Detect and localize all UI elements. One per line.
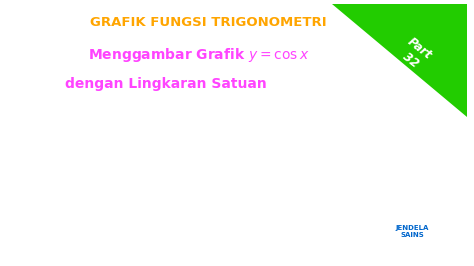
Point <box>450 130 458 134</box>
Text: $y$: $y$ <box>89 107 95 116</box>
Text: GRAFIK FUNGSI TRIGONOMETRI: GRAFIK FUNGSI TRIGONOMETRI <box>90 16 327 29</box>
FancyBboxPatch shape <box>205 22 383 258</box>
Point <box>113 136 121 141</box>
Text: $D_f$: {$x$ | 0° $\leq$ $x$ $\leq$ 360°, $x$ $\in$ $R$}: $D_f$: {$x$ | 0° $\leq$ $x$ $\leq$ 360°,… <box>250 127 337 136</box>
Polygon shape <box>332 4 467 117</box>
Text: Menggambar Grafik $y = \cos x$: Menggambar Grafik $y = \cos x$ <box>88 45 310 64</box>
Point <box>266 231 274 235</box>
Point <box>389 155 396 159</box>
Point <box>236 224 243 228</box>
Point <box>174 180 182 184</box>
Point <box>419 136 427 141</box>
Text: -1: -1 <box>47 219 53 223</box>
Point <box>82 130 90 134</box>
Text: dengan Lingkaran Satuan: dengan Lingkaran Satuan <box>65 77 267 91</box>
Text: 1: 1 <box>47 142 51 146</box>
Point <box>328 205 335 210</box>
Text: ½: ½ <box>47 161 52 166</box>
Point <box>358 180 366 184</box>
Point <box>205 205 213 210</box>
Text: JENDELA
SAINS: JENDELA SAINS <box>396 225 429 238</box>
Point <box>297 224 305 228</box>
Text: $y = \cos x$: $y = \cos x$ <box>377 217 406 225</box>
Point <box>144 155 152 159</box>
Text: Part
32: Part 32 <box>395 35 434 74</box>
Text: $R_f$: {$y$ | $-$1 $\leq$ $y$ $\leq$ 1, $y$ $\in$ $R$}: $R_f$: {$y$ | $-$1 $\leq$ $y$ $\leq$ 1, … <box>255 142 333 151</box>
Text: $x(°)$: $x(°)$ <box>454 170 467 179</box>
